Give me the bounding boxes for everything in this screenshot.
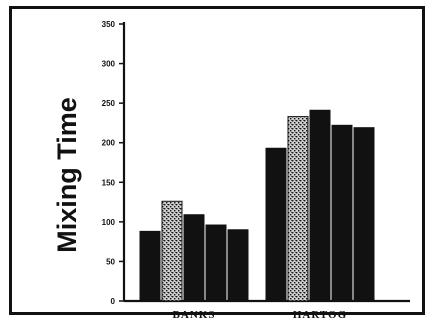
bars xyxy=(139,109,375,302)
y-tick-label: 0 xyxy=(111,297,116,306)
bar xyxy=(331,124,353,302)
bar xyxy=(205,224,227,302)
bar xyxy=(139,230,161,302)
labels: 0 50 100 150 200 250 300 350 BANKS HARTOG xyxy=(102,20,347,321)
category-label: BANKS xyxy=(173,309,216,321)
y-tick-label: 250 xyxy=(102,99,116,108)
y-tick-label: 100 xyxy=(102,218,116,227)
bar xyxy=(183,214,205,302)
bar xyxy=(161,200,183,302)
category-label: HARTOG xyxy=(293,309,347,321)
y-axis-title: Mixing Time xyxy=(52,97,82,253)
y-tick-label: 50 xyxy=(106,257,115,266)
bar xyxy=(227,229,249,302)
y-tick-label: 300 xyxy=(102,60,116,69)
bar xyxy=(353,127,375,302)
bar xyxy=(309,109,331,302)
y-tick-label: 150 xyxy=(102,178,116,187)
y-tick-label: 200 xyxy=(102,139,116,148)
bar xyxy=(265,147,287,302)
bar xyxy=(287,116,309,302)
y-tick-label: 350 xyxy=(102,20,116,29)
